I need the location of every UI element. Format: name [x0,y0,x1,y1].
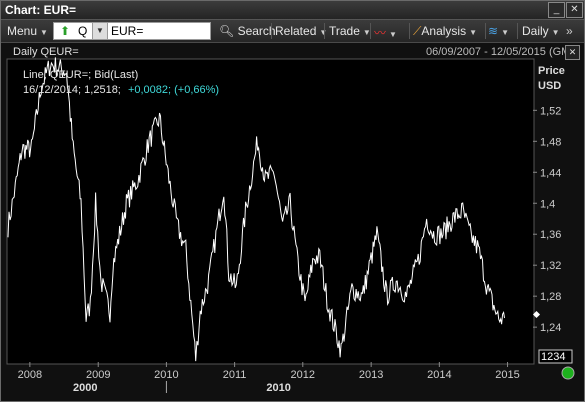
y-tick-label: 1,44 [540,167,561,179]
chevron-down-icon: ▼ [501,28,509,37]
interval-label: Daily [522,24,549,38]
close-window-icon[interactable]: ✕ [566,2,583,18]
analysis-label: Analysis [421,24,467,38]
search-button[interactable]: 🔍︎ Search [219,24,276,38]
search-label: Search [237,24,276,38]
date-range: 06/09/2007 - 12/05/2015 (GMT) [426,46,581,58]
chevron-down-icon: ▼ [40,28,48,37]
legend-change: +0,0082; (+0,66%) [128,84,219,96]
toolbar-divider [324,23,325,39]
x-decade-label: 2010 [266,382,290,394]
menu-button[interactable]: Menu ▼ [7,24,48,38]
chart-title: Daily QEUR= [13,46,79,58]
title-bar: Chart: EUR= _ ✕ [1,1,584,20]
y-tick-label: 1,28 [540,291,561,303]
legend-line-1: Line; QEUR=; Bid(Last) [23,69,138,81]
chevron-down-icon: ▼ [469,28,478,37]
chevron-down-icon: ▼ [389,30,397,39]
chart-header: Daily QEUR= 06/09/2007 - 12/05/2015 (GMT… [1,43,584,61]
y-tick-label: 1,36 [540,229,561,241]
toolbar-divider [271,23,272,39]
quote-type[interactable]: Q [78,24,88,38]
last-value-box [538,349,573,364]
x-year-label: 2014 [427,369,451,381]
x-year-label: 2010 [154,369,178,381]
related-button[interactable]: Related▼ [275,24,327,38]
waves-icon[interactable]: ≋ ▼ [488,24,509,38]
line-chart-icon[interactable]: 〰 ▼ [374,26,397,40]
legend-line-2: 16/12/2014; 1,2518; +0,0082; (+0,66%) [23,84,219,96]
trade-label: Trade [329,24,360,38]
toolbar: Menu▼ ⬆ Q ▼ 🔍︎ Search Related▼ Trade▼ 〰▼… [1,20,584,43]
y-tick-label: 1,52 [540,105,561,117]
y-axis-label-currency: USD [538,80,561,92]
chevron-down-icon: ▼ [319,28,327,37]
x-year-label: 2012 [291,369,315,381]
up-arrow-icon[interactable]: ⬆ [60,24,71,38]
chevron-down-icon: ▼ [362,28,371,37]
status-dot [561,366,575,380]
quote-box: ⬆ Q ▼ [53,22,211,40]
legend-date-value: 16/12/2014; 1,2518; [23,84,121,96]
x-year-label: 2008 [18,369,42,381]
more-chevrons-icon[interactable]: » [566,24,573,38]
interval-button[interactable]: Daily ▼ [522,24,560,38]
toolbar-divider [370,23,371,39]
analysis-icon: ⟋ [413,24,422,38]
y-tick-label: 1,48 [540,136,561,148]
x-year-label: 2011 [223,369,247,381]
y-axis-label-price: Price [538,65,565,77]
window-title: Chart: EUR= [5,3,77,17]
search-icon: 🔍︎ [219,24,235,38]
price-series-line [7,57,505,362]
ric-input[interactable] [109,23,211,39]
y-tick-label: 1,4 [540,198,555,210]
chevron-down-icon: ▼ [551,28,560,37]
minimize-icon[interactable]: _ [548,2,565,18]
toolbar-divider [485,23,486,39]
trade-button[interactable]: Trade ▼ [329,24,371,38]
toolbar-divider [517,23,518,39]
close-chart-icon[interactable]: ✕ [565,45,580,60]
y-tick-label: 1,32 [540,260,561,272]
last-price-marker [532,310,541,319]
menu-label: Menu [7,24,38,38]
x-year-label: 2013 [359,369,383,381]
analysis-button[interactable]: ⟋Analysis ▼ [413,24,477,39]
last-value-text: 1234 [541,351,565,363]
related-label: Related [275,24,317,38]
x-year-label: 2015 [495,369,519,381]
x-year-label: 2009 [86,369,110,381]
quote-type-dropdown[interactable]: ▼ [92,23,108,39]
x-decade-label: 2000 [73,382,97,394]
toolbar-divider [409,23,410,39]
y-tick-label: 1,24 [540,322,561,334]
